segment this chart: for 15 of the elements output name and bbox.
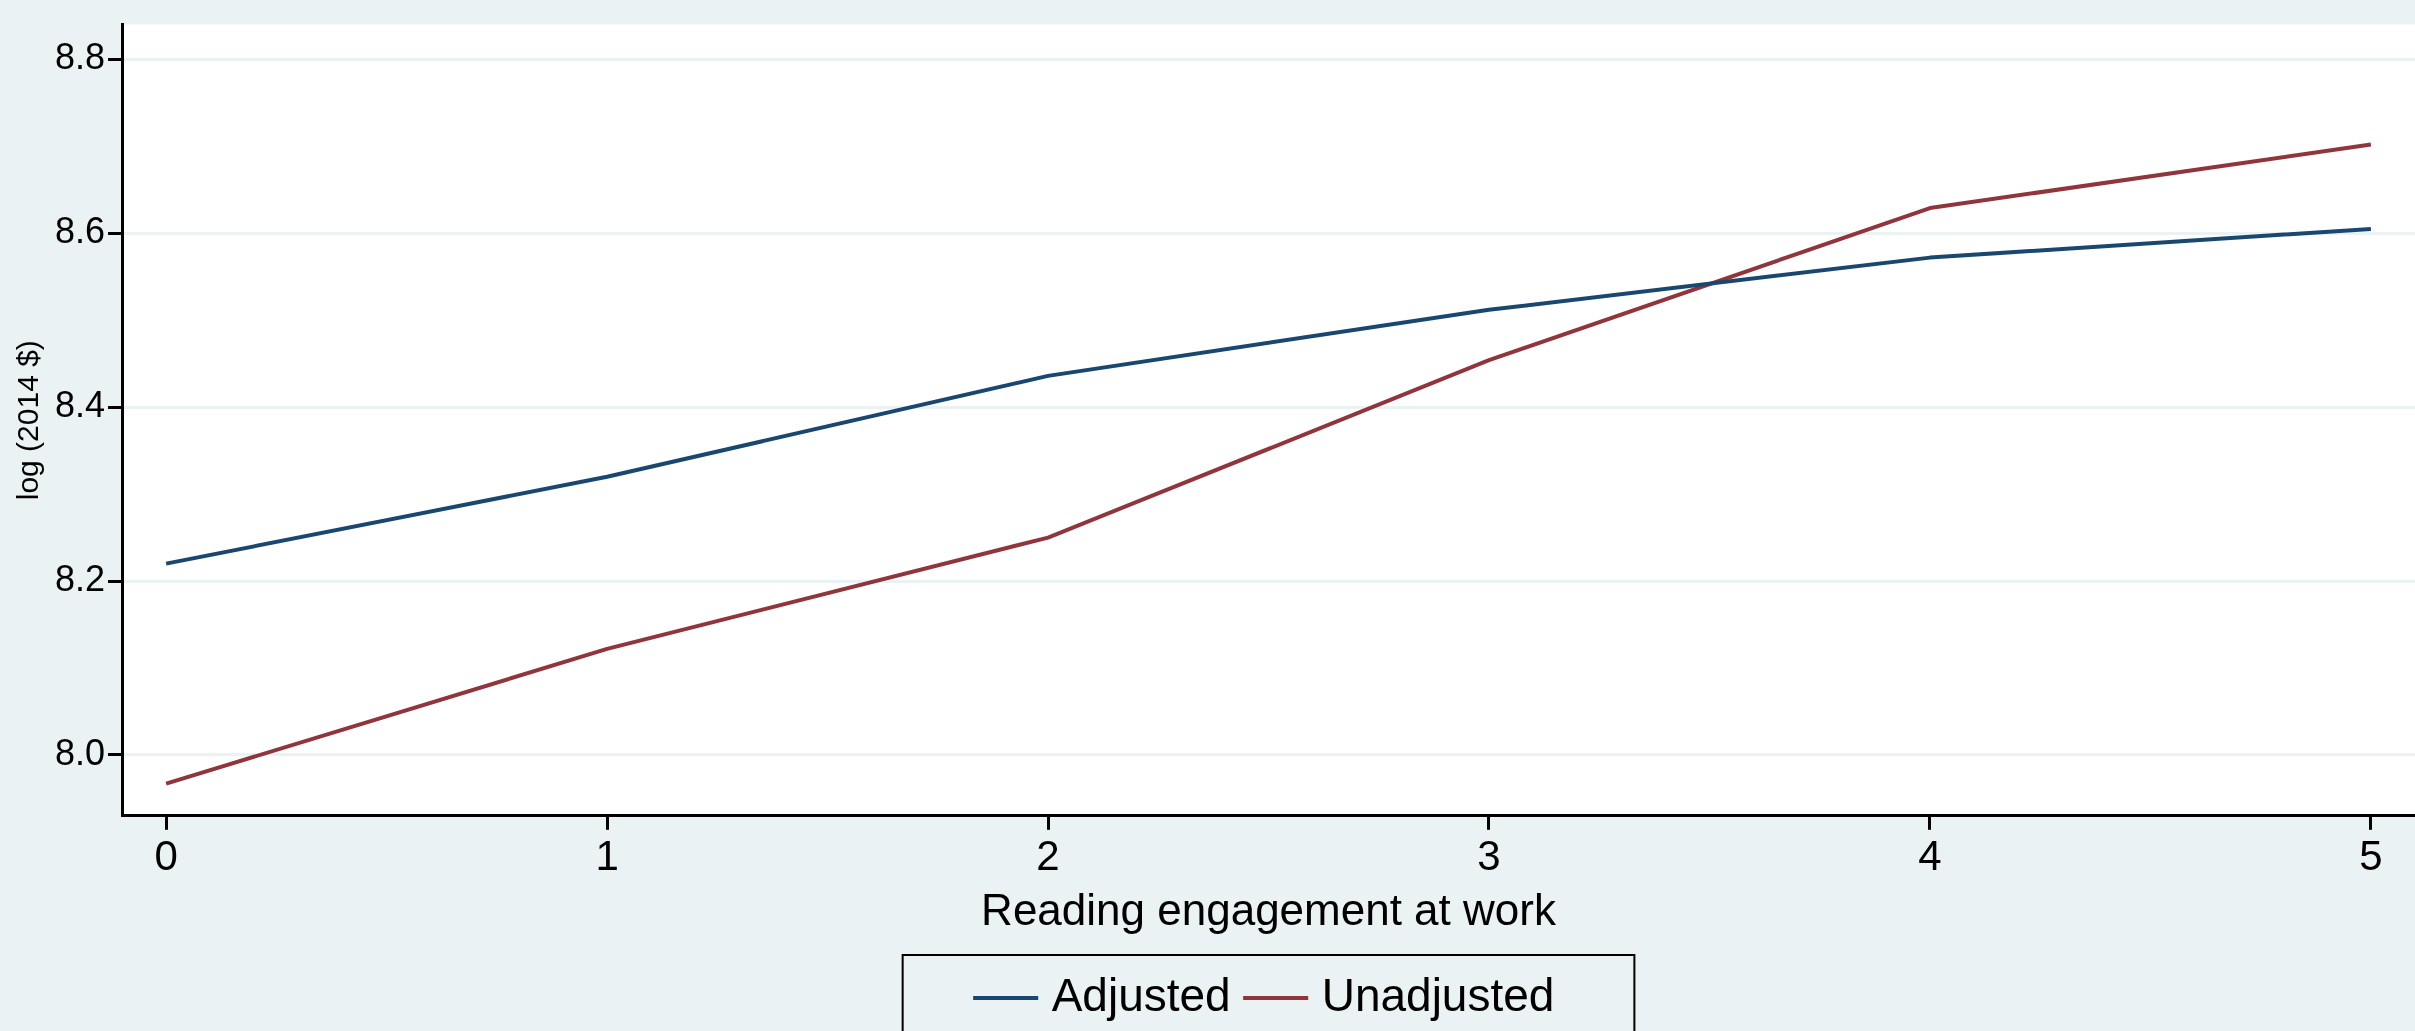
legend-label: Adjusted	[1051, 968, 1231, 1021]
x-axis-title: Reading engagement at work	[981, 884, 1557, 934]
x-tick-label: 5	[2359, 831, 2383, 879]
x-tick-label: 1	[595, 831, 619, 879]
y-axis-title: log (2014 $)	[11, 340, 45, 501]
legend-label: Unadjusted	[1321, 968, 1555, 1021]
y-tick-label: 8.2	[55, 557, 106, 599]
x-tick-label: 3	[1477, 831, 1501, 879]
x-tick-label: 4	[1918, 831, 1942, 879]
y-tick-label: 8.0	[55, 731, 106, 773]
y-tick-label: 8.4	[55, 384, 106, 426]
x-tick-label: 0	[154, 831, 178, 879]
y-tick-label: 8.8	[55, 36, 106, 78]
x-tick-label: 2	[1036, 831, 1060, 879]
y-tick-label: 8.6	[55, 210, 106, 252]
